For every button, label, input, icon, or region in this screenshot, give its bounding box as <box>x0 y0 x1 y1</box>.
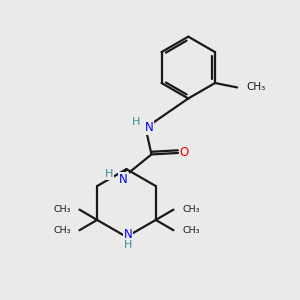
Text: H: H <box>124 240 132 250</box>
Text: CH₃: CH₃ <box>247 82 266 92</box>
Text: CH₃: CH₃ <box>182 205 200 214</box>
Text: CH₃: CH₃ <box>53 226 70 235</box>
Text: H: H <box>132 117 140 127</box>
Text: H: H <box>105 169 114 179</box>
Text: N: N <box>145 122 154 134</box>
Text: N: N <box>124 228 132 241</box>
Text: CH₃: CH₃ <box>182 226 200 235</box>
Text: O: O <box>180 146 189 159</box>
Text: N: N <box>119 173 128 186</box>
Text: CH₃: CH₃ <box>53 205 70 214</box>
